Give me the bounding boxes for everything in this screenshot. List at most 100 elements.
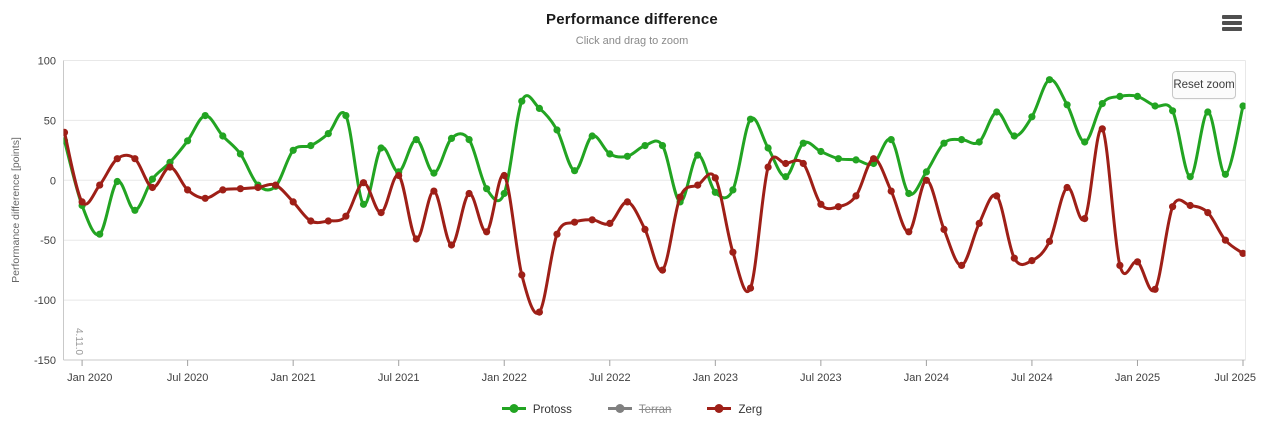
data-point-marker: [1098, 100, 1106, 108]
data-point-marker: [518, 271, 526, 279]
data-point-marker: [834, 203, 843, 211]
data-point-marker: [958, 136, 966, 144]
y-tick-label: -100: [34, 295, 56, 307]
data-point-marker: [1151, 102, 1159, 110]
data-point-marker: [377, 144, 385, 152]
data-point-marker: [465, 189, 473, 198]
data-point-marker: [1081, 215, 1089, 223]
data-point-marker: [63, 128, 69, 136]
data-point-marker: [535, 308, 544, 316]
legend-label: Terran: [638, 404, 672, 416]
data-point-marker: [729, 248, 737, 256]
data-point-marker: [676, 193, 684, 201]
x-tick-label: Jul 2021: [378, 372, 420, 384]
data-point-marker: [184, 137, 192, 145]
data-point-marker: [694, 151, 702, 159]
data-point-marker: [553, 230, 561, 238]
data-point-marker: [430, 169, 438, 177]
x-tick-label: Jul 2023: [800, 372, 842, 384]
x-tick-label: Jul 2022: [589, 372, 631, 384]
data-point-marker: [342, 212, 350, 220]
data-point-marker: [852, 156, 860, 164]
data-point-marker: [782, 173, 790, 181]
x-tick-label: Jul 2024: [1011, 372, 1053, 384]
data-point-marker: [606, 219, 614, 227]
data-point-marker: [887, 187, 895, 195]
data-point-marker: [324, 130, 332, 138]
x-tick-label: Jul 2025: [1214, 372, 1256, 384]
data-point-marker: [535, 104, 544, 112]
data-point-marker: [975, 138, 983, 146]
data-point-marker: [1098, 125, 1106, 133]
x-tick-label: Jan 2024: [904, 372, 949, 384]
data-point-marker: [641, 225, 649, 233]
data-point-marker: [571, 218, 579, 226]
y-tick-label: 50: [44, 115, 56, 127]
data-point-marker: [905, 228, 913, 236]
data-point-marker: [887, 136, 895, 144]
series-zerg-line: [63, 125, 1246, 316]
data-point-marker: [641, 142, 649, 150]
data-point-marker: [975, 219, 983, 227]
data-point-marker: [817, 147, 825, 156]
data-point-marker: [958, 261, 966, 269]
legend-item-protoss[interactable]: Protoss: [501, 401, 572, 419]
data-point-marker: [500, 189, 508, 198]
data-point-marker: [746, 284, 755, 292]
data-point-marker: [1204, 108, 1212, 116]
protoss-series-marker-icon: [501, 401, 526, 419]
data-point-marker: [922, 168, 931, 176]
data-point-marker: [219, 132, 227, 140]
data-point-marker: [430, 187, 438, 195]
data-point-marker: [1151, 285, 1159, 293]
data-point-marker: [746, 115, 755, 123]
data-point-marker: [219, 186, 227, 194]
y-axis-title: Performance difference [points]: [10, 137, 22, 283]
data-point-marker: [395, 171, 403, 180]
reset-zoom-button[interactable]: Reset zoom: [1172, 71, 1236, 99]
data-point-marker: [324, 217, 332, 225]
data-point-marker: [113, 155, 121, 163]
data-point-marker: [711, 188, 719, 196]
legend-item-zerg[interactable]: Zerg: [707, 401, 762, 419]
hamburger-bar: [1222, 27, 1242, 31]
data-point-marker: [201, 112, 209, 120]
data-point-marker: [1010, 254, 1018, 262]
data-point-marker: [131, 206, 139, 214]
data-point-marker: [782, 159, 790, 168]
data-point-marker: [254, 183, 262, 192]
data-point-marker: [606, 150, 614, 158]
data-point-marker: [764, 163, 772, 171]
data-point-marker: [623, 198, 632, 206]
data-point-marker: [96, 181, 104, 189]
data-point-marker: [148, 183, 156, 192]
data-point-marker: [799, 159, 807, 168]
watermark-version: 4.11.0: [73, 328, 84, 355]
data-point-marker: [1045, 237, 1054, 245]
data-point-marker: [729, 186, 737, 194]
data-point-marker: [993, 192, 1001, 200]
zerg-series-marker-icon: [707, 401, 732, 419]
legend-label: Protoss: [532, 404, 572, 416]
data-point-marker: [764, 144, 772, 152]
data-point-marker: [834, 155, 843, 163]
data-point-marker: [201, 194, 209, 202]
legend-label: Zerg: [738, 404, 763, 416]
data-point-marker: [852, 192, 860, 200]
data-point-marker: [870, 155, 878, 163]
data-point-marker: [483, 228, 491, 236]
data-point-marker: [1081, 138, 1089, 146]
legend: Protoss Terran Zerg: [0, 401, 1264, 419]
data-point-marker: [1239, 249, 1246, 257]
data-point-marker: [359, 200, 368, 208]
data-point-marker: [307, 217, 315, 225]
data-point-marker: [412, 235, 420, 243]
data-point-marker: [289, 146, 297, 154]
hamburger-icon[interactable]: [1222, 15, 1242, 33]
data-point-marker: [588, 132, 596, 140]
data-point-marker: [500, 171, 508, 180]
data-point-marker: [166, 163, 174, 171]
data-point-marker: [1239, 102, 1246, 110]
legend-item-terran[interactable]: Terran: [607, 401, 672, 419]
